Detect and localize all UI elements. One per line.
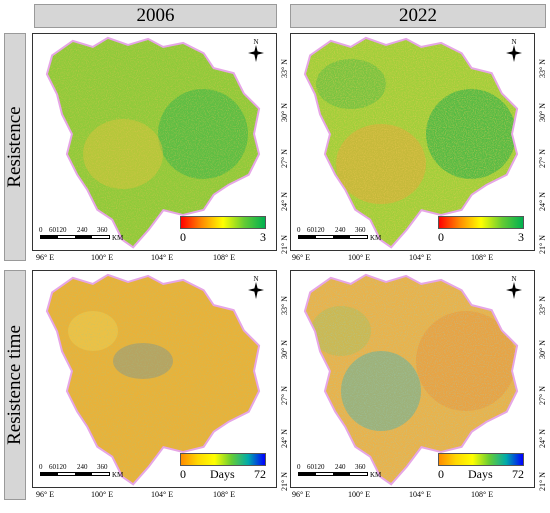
row-header-resistance: Resistence: [4, 33, 26, 261]
legend-unit: Days: [468, 467, 493, 481]
y-tick: 33° N: [538, 296, 547, 315]
legend: 0 3: [438, 216, 524, 244]
x-tick: 108° E: [213, 253, 236, 262]
color-ramp: [180, 216, 266, 229]
y-tick: 21° N: [538, 235, 547, 254]
y-tick: 33° N: [280, 59, 289, 78]
x-tick: 100° E: [348, 490, 371, 499]
y-tick: 24° N: [538, 429, 547, 448]
y-tick: 27° N: [538, 149, 547, 168]
y-tick: 21° N: [280, 472, 289, 491]
column-header-2022: 2022: [290, 4, 546, 28]
y-tick: 21° N: [538, 472, 547, 491]
x-tick: 100° E: [91, 253, 114, 262]
x-tick: 96° E: [36, 490, 55, 499]
north-arrow: N: [245, 275, 267, 301]
legend-min: 0: [180, 467, 186, 481]
x-tick: 100° E: [348, 253, 371, 262]
x-tick: 104° E: [409, 253, 432, 262]
y-tick: 24° N: [280, 192, 289, 211]
y-tick: 30° N: [538, 340, 547, 359]
y-tick: 30° N: [280, 103, 289, 122]
scale-bar: 0 60120 240 360 KM: [297, 226, 382, 242]
scale-bar: 0 60120 240 360 KM: [39, 463, 124, 479]
legend-min: 0: [180, 230, 186, 244]
y-tick: 27° N: [280, 386, 289, 405]
map-panel-2006-resistance-time: N 0 Days 72 0 60120 240 360 KM: [32, 270, 277, 488]
y-tick: 24° N: [280, 429, 289, 448]
x-tick: 108° E: [213, 490, 236, 499]
compass-icon: [506, 282, 522, 299]
x-tick: 104° E: [151, 490, 174, 499]
map-panel-2022-resistance: N 0 3 0 60120 240 360 KM: [290, 33, 535, 251]
x-tick: 104° E: [409, 490, 432, 499]
y-tick: 27° N: [280, 149, 289, 168]
compass-icon: [506, 45, 522, 62]
x-tick: 104° E: [151, 253, 174, 262]
color-ramp: [438, 453, 524, 466]
legend-max: 3: [260, 230, 266, 244]
x-tick: 108° E: [471, 490, 494, 499]
legend: 0 Days 72: [180, 453, 266, 481]
legend-max: 72: [254, 467, 266, 481]
north-arrow: N: [245, 38, 267, 64]
map-panel-2022-resistance-time: N 0 Days 72 0 60120 240 360 KM: [290, 270, 535, 488]
legend-unit: Days: [210, 467, 235, 481]
color-ramp: [180, 453, 266, 466]
region-map: [304, 274, 518, 485]
legend: 0 3: [180, 216, 266, 244]
scale-bar: 0 60120 240 360 KM: [39, 226, 124, 242]
x-tick: 108° E: [471, 253, 494, 262]
region-map: [46, 274, 260, 485]
y-tick: 33° N: [280, 296, 289, 315]
compass-icon: [248, 282, 264, 299]
compass-icon: [248, 45, 264, 62]
y-tick: 30° N: [280, 340, 289, 359]
north-arrow: N: [503, 275, 525, 301]
map-panel-2006-resistance: N 0 3 0 60120 240 360 KM: [32, 33, 277, 251]
scale-bar: 0 60120 240 360 KM: [297, 463, 382, 479]
y-tick: 30° N: [538, 103, 547, 122]
legend-max: 72: [512, 467, 524, 481]
legend-min: 0: [438, 467, 444, 481]
y-tick: 21° N: [280, 235, 289, 254]
legend: 0 Days 72: [438, 453, 524, 481]
color-ramp: [438, 216, 524, 229]
north-arrow: N: [503, 38, 525, 64]
row-header-resistance-time: Resistence time: [4, 270, 26, 500]
y-tick: 27° N: [538, 386, 547, 405]
legend-max: 3: [518, 230, 524, 244]
x-tick: 96° E: [292, 253, 311, 262]
x-tick: 100° E: [91, 490, 114, 499]
column-header-2006: 2006: [34, 4, 277, 28]
y-tick: 24° N: [538, 192, 547, 211]
x-tick: 96° E: [292, 490, 311, 499]
region-map: [304, 37, 518, 248]
legend-min: 0: [438, 230, 444, 244]
region-map: [46, 37, 260, 248]
y-tick: 33° N: [538, 59, 547, 78]
x-tick: 96° E: [36, 253, 55, 262]
